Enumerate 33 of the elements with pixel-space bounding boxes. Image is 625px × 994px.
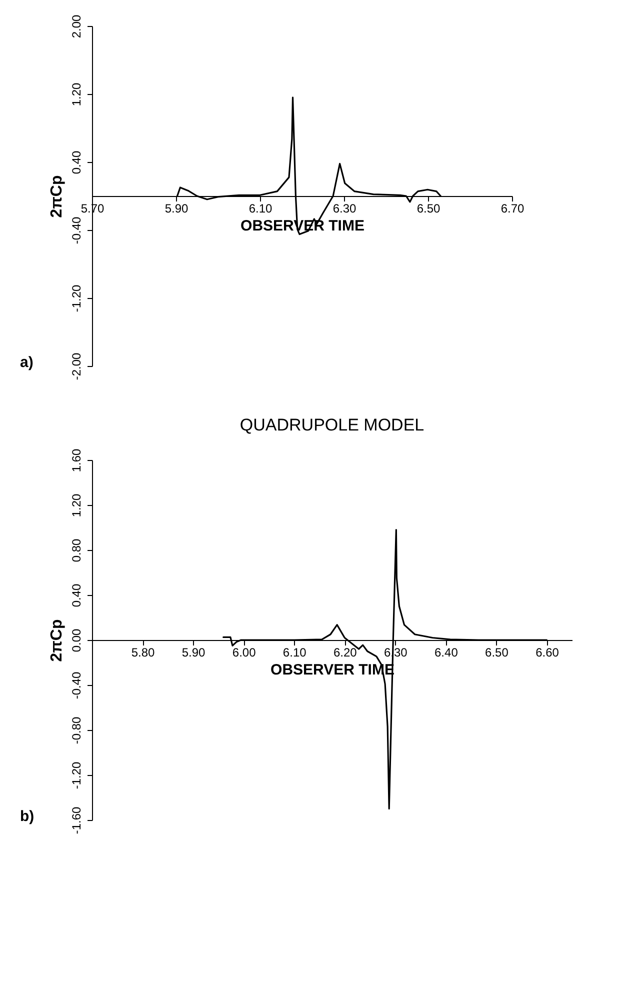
x-tick-label: 6.00 — [232, 646, 256, 660]
y-tick-label: -0.40 — [70, 672, 84, 700]
y-axis-title: 2πCp — [48, 175, 66, 218]
y-tick-label: -1.20 — [70, 762, 84, 790]
x-tick-label: 5.90 — [182, 646, 206, 660]
y-tick-label: 0.40 — [70, 584, 84, 608]
y-tick-label: -1.60 — [70, 806, 84, 834]
y-tick-label: -2.00 — [70, 352, 84, 380]
y-tick-label: 0.00 — [70, 628, 84, 652]
chart-title: QUADRUPOLE MODEL — [240, 415, 424, 434]
x-tick-label: 5.90 — [164, 202, 188, 216]
text: b) — [20, 808, 34, 825]
x-tick-label: 6.30 — [332, 202, 356, 216]
x-tick-label: 6.20 — [333, 646, 358, 660]
x-tick-label: 6.50 — [485, 646, 509, 660]
x-tick-label: 6.50 — [416, 202, 440, 216]
x-tick-label: 6.10 — [282, 646, 307, 660]
x-tick-label: 6.60 — [536, 646, 560, 660]
y-tick-label: -1.20 — [70, 284, 84, 312]
y-tick-label: -0.40 — [70, 216, 84, 244]
y-tick-label: 0.40 — [70, 150, 84, 174]
x-tick-label: 5.80 — [131, 646, 156, 660]
y-axis-title: 2πCp — [48, 619, 66, 662]
x-tick-label: 6.70 — [500, 202, 524, 216]
y-tick-label: 1.20 — [70, 82, 84, 106]
x-tick-label: 6.10 — [248, 202, 272, 216]
y-tick-label: 0.80 — [70, 538, 84, 562]
y-tick-label: 2.00 — [70, 14, 84, 38]
text: a) — [20, 354, 34, 371]
x-tick-label: 6.40 — [434, 646, 458, 660]
y-tick-label: 1.60 — [70, 448, 84, 472]
y-tick-label: -0.80 — [70, 716, 84, 744]
y-tick-label: 1.20 — [70, 494, 84, 518]
